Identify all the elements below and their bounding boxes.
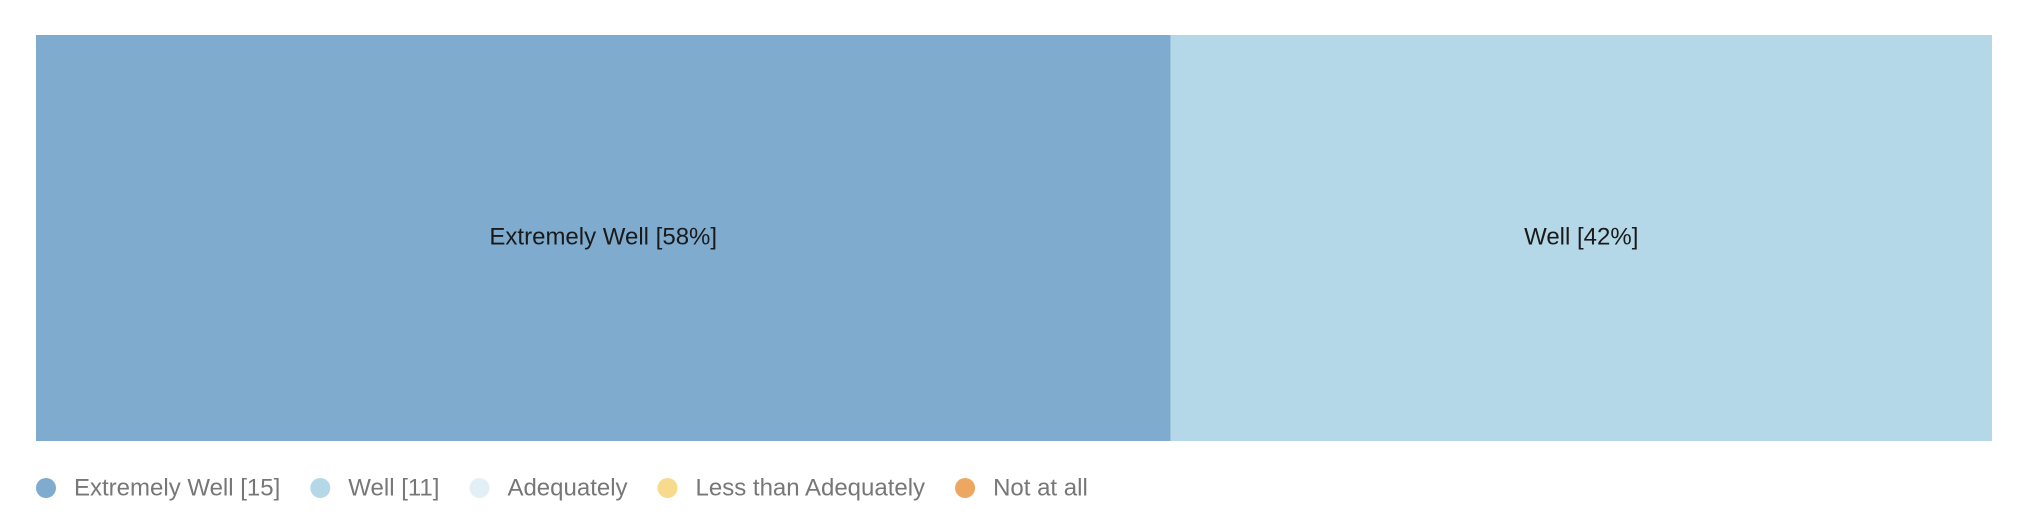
bar-segment (1170, 35, 1992, 441)
legend-label: Not at all (993, 474, 1088, 501)
legend-label: Less than Adequately (696, 474, 926, 501)
legend-label: Well [11] (348, 474, 439, 501)
legend-label: Adequately (507, 474, 627, 501)
legend-marker (657, 478, 678, 498)
legend-marker (310, 478, 331, 498)
segment-label: Well [42%] (1524, 223, 1638, 250)
segment-label: Extremely Well [58%] (489, 223, 717, 250)
bar-segment (36, 35, 1171, 441)
legend-marker (36, 478, 56, 498)
legend-marker (955, 478, 976, 498)
legend-label: Extremely Well [15] (74, 474, 280, 501)
legend-marker (469, 478, 490, 498)
